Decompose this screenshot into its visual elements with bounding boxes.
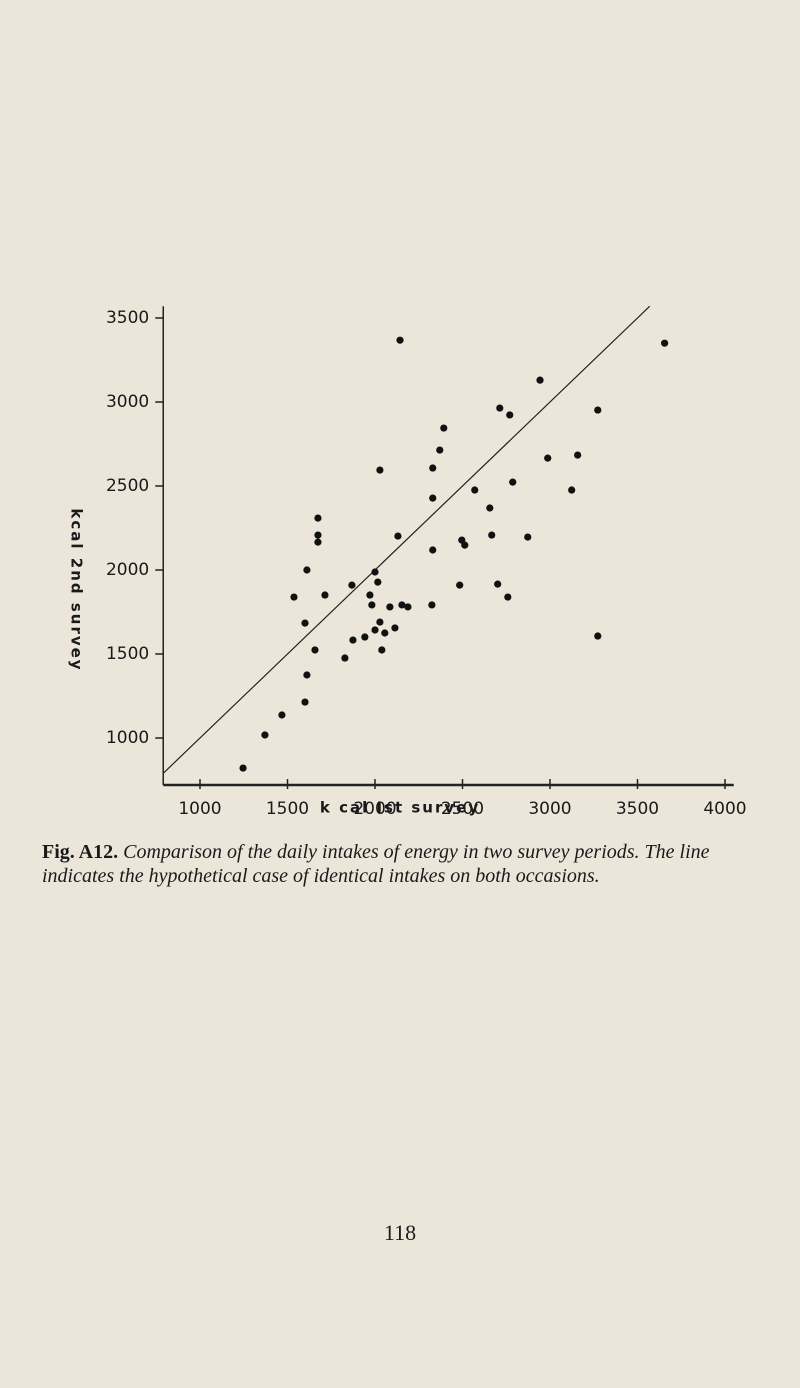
- x-tick-label: 2000: [353, 799, 396, 819]
- point: [314, 531, 322, 539]
- point: [371, 626, 379, 634]
- point: [436, 446, 444, 454]
- point: [378, 646, 386, 654]
- point: [376, 466, 384, 474]
- x-tick-label: 2500: [441, 799, 484, 819]
- point: [428, 601, 436, 609]
- identity-line: [162, 305, 651, 774]
- y-tick-label: 2500: [106, 476, 149, 496]
- chart: kcal 2nd survey k cal Ist survey 1000 150…: [68, 305, 747, 819]
- point: [321, 591, 329, 599]
- point: [594, 406, 602, 414]
- point: [341, 654, 349, 662]
- point: [524, 533, 532, 541]
- point: [290, 593, 298, 601]
- x-tick-label: 3500: [616, 799, 659, 819]
- point: [461, 541, 469, 549]
- point: [471, 486, 479, 494]
- point: [376, 618, 384, 626]
- point: [594, 632, 602, 640]
- point: [661, 339, 669, 347]
- point: [239, 764, 247, 772]
- caption-text: Comparison of the daily intakes of energ…: [42, 841, 710, 887]
- point: [404, 603, 412, 611]
- point: [429, 494, 437, 502]
- y-axis-label: kcal 2nd survey: [68, 508, 86, 671]
- point: [301, 698, 309, 706]
- page-number: 118: [383, 1220, 417, 1245]
- point: [536, 376, 544, 384]
- point: [303, 566, 311, 574]
- y-tick-label: 3000: [106, 392, 149, 412]
- point: [398, 601, 406, 609]
- y-tick-label: 2000: [106, 560, 149, 580]
- y-tick-label: 1500: [106, 644, 149, 664]
- point: [440, 424, 448, 432]
- point: [386, 603, 394, 611]
- point: [311, 646, 319, 654]
- point: [314, 514, 322, 522]
- point: [504, 593, 512, 601]
- point: [381, 629, 389, 637]
- caption: Fig. A12. Comparison of the daily intake…: [42, 840, 772, 888]
- point: [361, 633, 369, 641]
- x-tick-label: 1000: [178, 799, 221, 819]
- point: [374, 578, 382, 586]
- y-tick-label: 1000: [106, 728, 149, 748]
- point: [396, 336, 404, 344]
- point: [261, 731, 269, 739]
- point: [494, 580, 502, 588]
- y-tick-label: 3500: [106, 308, 149, 328]
- point: [456, 581, 464, 589]
- point: [574, 451, 582, 459]
- point: [486, 504, 494, 512]
- point: [488, 531, 496, 539]
- point: [301, 619, 309, 627]
- x-tick-label: 4000: [703, 799, 746, 819]
- point: [349, 636, 357, 644]
- point: [348, 581, 356, 589]
- point: [496, 404, 504, 412]
- point: [278, 711, 286, 719]
- x-tick-label: 3000: [528, 799, 571, 819]
- x-axis-label: k cal Ist survey: [320, 799, 480, 817]
- x-tick-label: 1500: [266, 799, 309, 819]
- point: [429, 464, 437, 472]
- caption-label: Fig. A12.: [42, 841, 119, 863]
- point: [509, 478, 517, 486]
- point: [568, 486, 576, 494]
- point: [314, 538, 322, 546]
- point: [544, 454, 552, 462]
- point: [366, 591, 374, 599]
- point: [394, 532, 402, 540]
- point: [368, 601, 376, 609]
- point: [506, 411, 514, 419]
- point: [371, 568, 379, 576]
- point: [303, 671, 311, 679]
- point: [391, 624, 399, 632]
- point: [429, 546, 437, 554]
